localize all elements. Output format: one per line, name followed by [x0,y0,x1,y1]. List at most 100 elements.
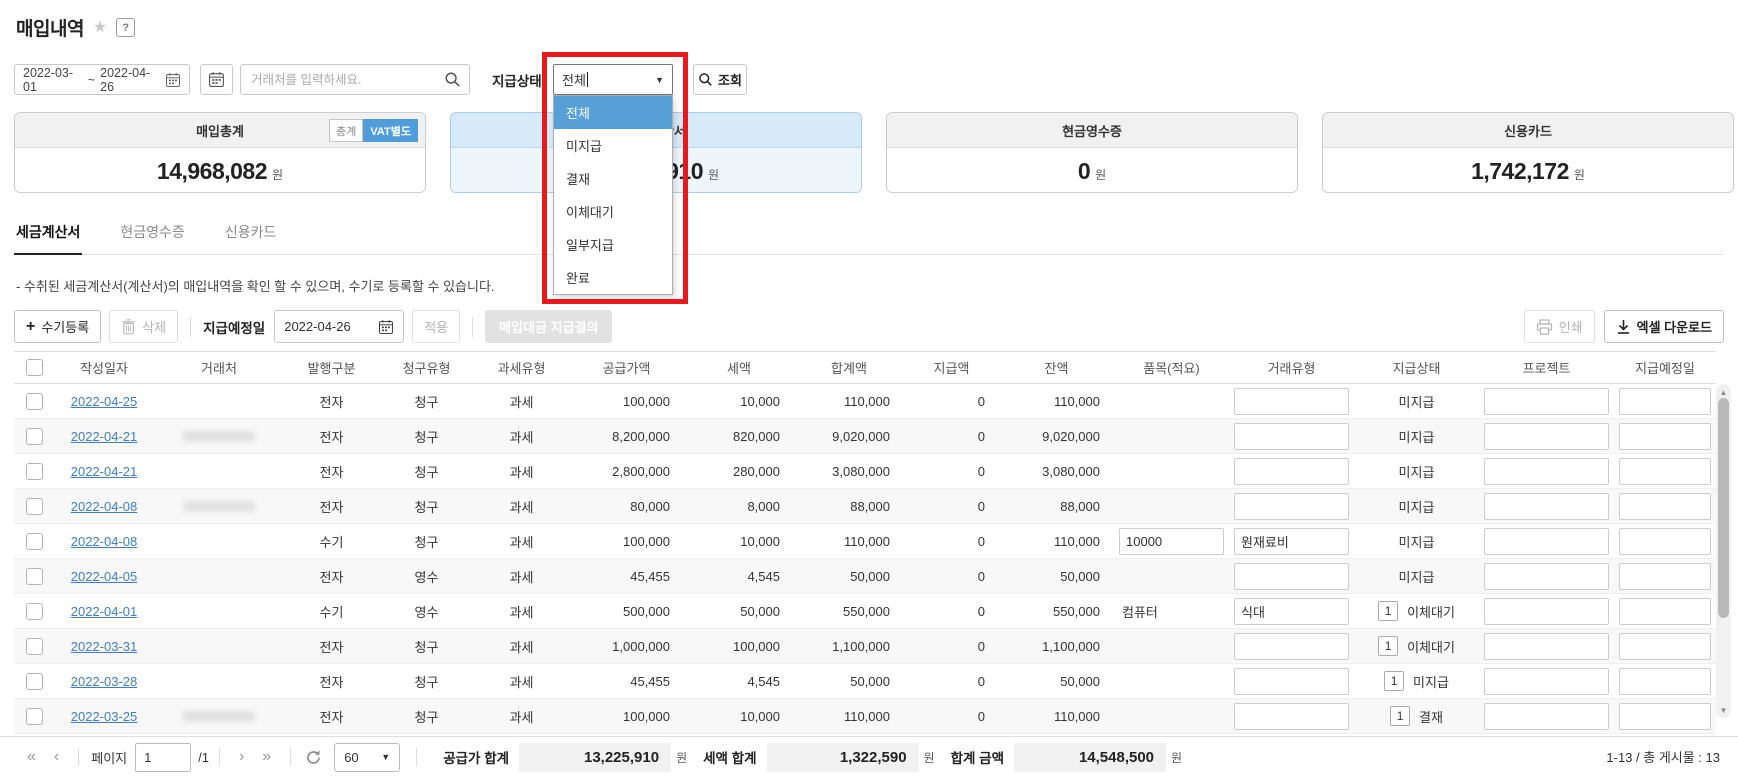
payment-request-button[interactable]: 매입대금 지급결의 [485,310,613,343]
trade-type-input[interactable] [1234,702,1349,730]
apply-button[interactable]: 적용 [412,310,461,343]
due-date-input[interactable] [1619,492,1711,520]
date-link[interactable]: 2022-04-08 [70,533,138,549]
row-checkbox[interactable] [25,427,43,445]
status-option-결재[interactable]: 결재 [566,172,590,187]
row-checkbox[interactable] [25,392,43,410]
excel-download-button[interactable]: 엑셀 다운로드 [1603,310,1724,343]
project-input[interactable] [1484,457,1609,485]
trade-type-input[interactable] [1234,562,1349,590]
project-input[interactable] [1484,422,1609,450]
trade-type-input[interactable] [1234,632,1349,660]
date-link[interactable]: 2022-03-25 [70,708,138,724]
tab-세금계산서[interactable]: 세금계산서 [14,218,83,255]
date-range-picker[interactable]: 2022-03-01 ~ 2022-04-26 [14,64,190,95]
summary-card-2[interactable]: 현금영수증 0 원 [886,112,1298,193]
project-input[interactable] [1484,562,1609,590]
manual-register-button[interactable]: + 수기등록 [14,310,102,343]
page-first-button[interactable]: « [27,748,36,765]
trade-type-cell [1229,454,1354,488]
due-date-input[interactable] [1619,457,1711,485]
project-input[interactable] [1484,597,1609,625]
trade-type-input[interactable] [1234,597,1349,625]
period-calendar-button[interactable] [200,64,233,95]
row-checkbox[interactable] [25,602,43,620]
summary-card-0[interactable]: 매입총계 총계 VAT별도 14,968,082 원 [14,112,426,193]
project-input[interactable] [1484,702,1609,730]
trade-type-input[interactable] [1234,387,1349,415]
trade-type-input[interactable] [1234,492,1349,520]
refresh-icon[interactable] [305,749,322,766]
due-date-input[interactable] [1619,632,1711,660]
scrollbar-thumb[interactable] [1718,398,1729,618]
due-date-input[interactable] [1619,387,1711,415]
vat-toggle-총계[interactable]: 총계 [329,119,364,142]
project-input[interactable] [1484,492,1609,520]
scroll-up-icon[interactable]: ▲ [1719,387,1728,397]
due-date-input[interactable] [1619,527,1711,555]
status-option-완료[interactable]: 완료 [566,271,590,286]
project-input[interactable] [1484,667,1609,695]
trade-type-input[interactable] [1234,527,1349,555]
favorite-star-icon[interactable]: ★ [92,18,108,36]
select-all-checkbox[interactable] [25,359,43,376]
scroll-down-icon[interactable]: ▼ [1719,705,1728,715]
date-link[interactable]: 2022-04-21 [70,463,138,479]
status-option-미지급[interactable]: 미지급 [566,139,602,154]
row-checkbox[interactable] [25,707,43,725]
page-prev-button[interactable]: ‹ [53,748,60,765]
table-scrollbar[interactable]: ▲ ▼ [1716,384,1731,718]
due-date-input[interactable] [1619,597,1711,625]
count-badge[interactable]: 1 [1384,671,1405,691]
payment-status-combobox[interactable]: 전체 ▼ [553,64,673,95]
date-link[interactable]: 2022-04-21 [70,428,138,444]
page-last-button[interactable]: » [262,748,272,765]
status-option-일부지급[interactable]: 일부지급 [566,238,614,253]
page-next-button[interactable]: › [238,748,245,765]
tab-현금영수증[interactable]: 현금영수증 [120,224,185,240]
tab-신용카드[interactable]: 신용카드 [224,224,277,240]
due-date-label: 지급예정일 [203,320,266,336]
count-badge[interactable]: 1 [1378,636,1399,656]
row-checkbox[interactable] [25,462,43,480]
date-link[interactable]: 2022-04-01 [70,603,138,619]
help-icon[interactable]: ? [116,18,136,37]
row-checkbox[interactable] [25,567,43,585]
project-input[interactable] [1484,632,1609,660]
item-cell [1114,629,1229,663]
status-option-이체대기[interactable]: 이체대기 [566,205,614,220]
trade-type-input[interactable] [1234,422,1349,450]
status-option-전체[interactable]: 전체 [554,96,672,129]
due-date-input[interactable] [1619,667,1711,695]
item-input[interactable] [1119,527,1224,555]
search-icon[interactable] [444,71,461,88]
trade-type-input[interactable] [1234,667,1349,695]
date-link[interactable]: 2022-03-31 [70,638,138,654]
due-date-input[interactable] [1619,422,1711,450]
chevron-down-icon[interactable]: ▼ [655,74,664,85]
row-checkbox[interactable] [25,497,43,515]
project-input[interactable] [1484,387,1609,415]
row-checkbox[interactable] [25,672,43,690]
due-date-input[interactable] [1619,562,1711,590]
print-button[interactable]: 인쇄 [1523,310,1595,343]
due-date-picker[interactable]: 2022-04-26 [274,310,405,343]
trade-type-input[interactable] [1234,457,1349,485]
date-link[interactable]: 2022-04-25 [70,393,138,409]
count-badge[interactable]: 1 [1378,601,1399,621]
due-date-input[interactable] [1619,702,1711,730]
search-button[interactable]: 조회 [693,64,747,95]
date-link[interactable]: 2022-04-05 [70,568,138,584]
vat-toggle-VAT별도[interactable]: VAT별도 [363,119,418,142]
row-checkbox[interactable] [25,637,43,655]
row-checkbox[interactable] [25,532,43,550]
count-badge[interactable]: 1 [1390,706,1411,726]
project-input[interactable] [1484,527,1609,555]
summary-card-3[interactable]: 신용카드 1,742,172 원 [1322,112,1734,193]
date-link[interactable]: 2022-04-08 [70,498,138,514]
page-size-select[interactable]: 60 ▼ [334,742,401,772]
delete-button[interactable]: 삭제 [109,310,179,343]
date-link[interactable]: 2022-03-28 [70,673,138,689]
page-number-input[interactable] [135,742,192,772]
vendor-search-input[interactable] [249,71,433,88]
